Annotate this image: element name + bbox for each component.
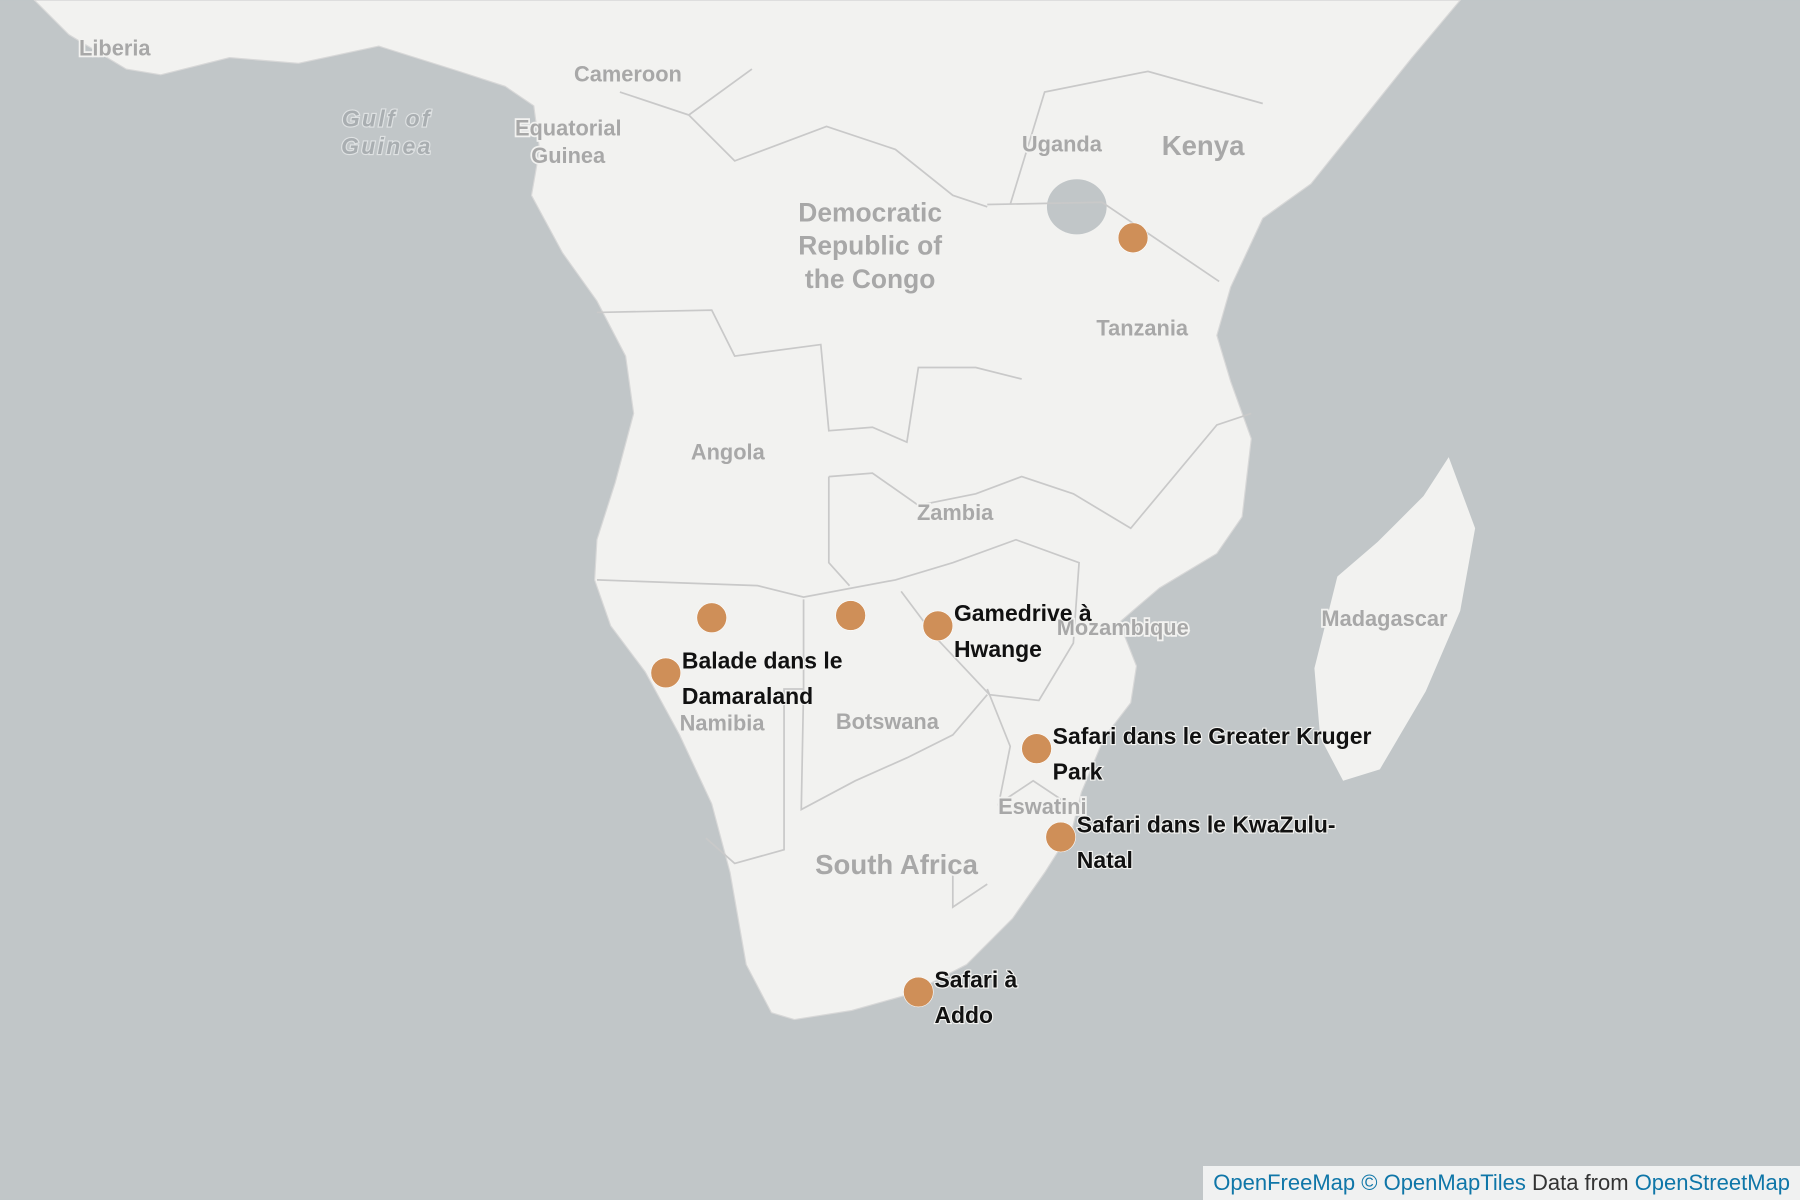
marker-label: Safari dans le KwaZulu- Natal bbox=[1077, 811, 1336, 873]
attribution: OpenFreeMap © OpenMapTiles Data from Ope… bbox=[1203, 1166, 1800, 1200]
marker-label-line: Balade dans le bbox=[682, 647, 843, 673]
country-label: Democratic Republic of the Congo bbox=[798, 198, 942, 294]
marker-label-line: Safari dans le Greater Kruger bbox=[1053, 723, 1372, 749]
marker-label-line: Park bbox=[1053, 759, 1103, 785]
country-label-line: Equatorial bbox=[515, 116, 622, 141]
marker bbox=[835, 600, 866, 631]
marker-label-line: Damaraland bbox=[682, 683, 813, 709]
country-label: Cameroon bbox=[574, 62, 682, 87]
country-label-line: the Congo bbox=[805, 264, 935, 294]
marker-label-line: Gamedrive à bbox=[954, 600, 1092, 626]
country-label: Angola bbox=[691, 439, 766, 464]
sea-label-line: Guinea bbox=[341, 133, 433, 159]
country-label-line: Eswatini bbox=[998, 794, 1086, 819]
country-label-line: Guinea bbox=[531, 143, 606, 168]
border bbox=[596, 538, 1080, 702]
country-label-line: Botswana bbox=[836, 709, 940, 734]
border bbox=[951, 688, 1069, 909]
marker bbox=[650, 657, 682, 689]
madagascar-land bbox=[1314, 457, 1476, 781]
country-label: Mozambique bbox=[1057, 615, 1189, 640]
country-label-line: Tanzania bbox=[1096, 315, 1189, 340]
marker bbox=[1117, 222, 1149, 254]
attribution-link[interactable]: © OpenMapTiles bbox=[1361, 1170, 1526, 1195]
attribution-link[interactable]: OpenFreeMap bbox=[1213, 1170, 1356, 1195]
attribution-text: Data from bbox=[1531, 1170, 1629, 1195]
country-label: Uganda bbox=[1022, 132, 1103, 157]
marker bbox=[903, 976, 934, 1008]
country-label-line: Liberia bbox=[79, 35, 151, 60]
marker bbox=[1021, 733, 1052, 764]
country-label-line: Angola bbox=[691, 439, 766, 464]
border bbox=[705, 599, 805, 865]
border bbox=[827, 412, 1252, 587]
marker-label-line: Hwange bbox=[954, 636, 1042, 662]
country-label-line: Madagascar bbox=[1321, 606, 1448, 631]
marker-label: Gamedrive à Hwange bbox=[954, 600, 1092, 662]
marker-label: Safari à Addo bbox=[934, 966, 1017, 1028]
country-label: Tanzania bbox=[1096, 315, 1189, 340]
country-label: South Africa bbox=[815, 849, 978, 880]
marker-label-line: Safari dans le KwaZulu- bbox=[1077, 811, 1336, 837]
country-label: Namibia bbox=[680, 710, 766, 735]
country-label: Madagascar bbox=[1321, 606, 1448, 631]
africa-land bbox=[33, 0, 1462, 1021]
marker-label-line: Safari à bbox=[934, 966, 1017, 992]
country-label-line: Uganda bbox=[1022, 132, 1103, 157]
country-label-line: Republic of bbox=[798, 231, 942, 261]
marker bbox=[696, 602, 727, 634]
border bbox=[619, 68, 1263, 283]
country-label: Kenya bbox=[1162, 130, 1245, 161]
marker-label-line: Natal bbox=[1077, 847, 1133, 873]
country-label-line: Kenya bbox=[1162, 130, 1245, 161]
country-label-line: Democratic bbox=[798, 198, 942, 228]
marker-label-line: Addo bbox=[934, 1002, 993, 1028]
border bbox=[596, 309, 1022, 444]
country-label-line: Namibia bbox=[680, 710, 766, 735]
country-label: Botswana bbox=[836, 709, 940, 734]
country-label: Liberia bbox=[79, 35, 151, 60]
border bbox=[800, 688, 988, 811]
country-label-line: South Africa bbox=[815, 849, 978, 880]
country-label: Zambia bbox=[917, 500, 994, 525]
attribution-link[interactable]: OpenStreetMap bbox=[1634, 1170, 1790, 1195]
country-label-line: Zambia bbox=[917, 500, 994, 525]
country-label-line: Cameroon bbox=[574, 62, 682, 87]
marker-label: Safari dans le Greater Kruger Park bbox=[1053, 723, 1372, 785]
marker bbox=[1045, 821, 1076, 853]
marker bbox=[922, 610, 954, 642]
lake-victoria bbox=[1046, 179, 1107, 235]
sea-label-line: Gulf of bbox=[342, 105, 432, 131]
sea-label: Gulf of Guinea bbox=[341, 105, 433, 159]
country-label-line: Mozambique bbox=[1057, 615, 1189, 640]
country-label: Eswatini bbox=[998, 794, 1086, 819]
country-label: Equatorial Guinea bbox=[515, 116, 622, 168]
marker-label: Balade dans le Damaraland bbox=[682, 647, 843, 709]
